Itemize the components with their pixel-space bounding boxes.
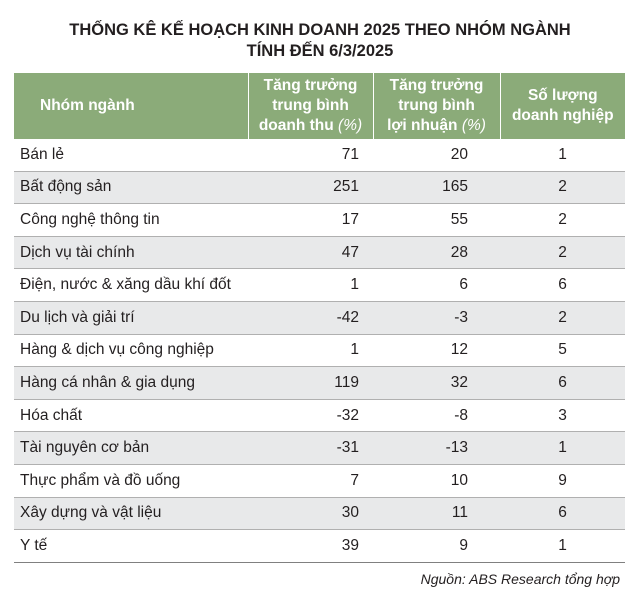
revenue-growth-value: 119	[248, 366, 373, 400]
company-count-value: 1	[500, 431, 625, 465]
profit-growth-value: 12	[373, 334, 500, 368]
sector-name: Xây dựng và vật liệu	[14, 497, 248, 531]
table-row: Bất động sản 251 165 2	[14, 171, 625, 205]
revenue-growth-value: 47	[248, 236, 373, 270]
table-row: Thực phẩm và đồ uống 7 10 9	[14, 464, 625, 498]
sector-name: Hóa chất	[14, 399, 248, 433]
revenue-growth-value: 1	[248, 268, 373, 302]
sector-name: Bất động sản	[14, 171, 248, 205]
title-line-2: TÍNH ĐẾN 6/3/2025	[246, 42, 394, 60]
company-count-value: 5	[500, 334, 625, 368]
sector-name: Hàng cá nhân & gia dụng	[14, 366, 248, 400]
table-row: Hóa chất -32 -8 3	[14, 399, 625, 433]
revenue-growth-value: 1	[248, 334, 373, 368]
table-row: Điện, nước & xăng dầu khí đốt 1 6 6	[14, 268, 625, 302]
revenue-growth-value: 71	[248, 139, 373, 172]
sector-name: Điện, nước & xăng dầu khí đốt	[14, 268, 248, 302]
header-profit-growth: Tăng trưởng trung bình lợi nhuận (%)	[372, 73, 500, 139]
revenue-growth-value: 17	[248, 203, 373, 237]
company-count-value: 2	[500, 301, 625, 335]
table-row: Hàng & dịch vụ công nghiệp 1 12 5	[14, 334, 625, 368]
header-profit-line-2: trung bình	[398, 97, 475, 114]
profit-growth-value: -8	[373, 399, 500, 433]
header-profit-line-3: lợi nhuận	[387, 117, 458, 134]
sector-name: Hàng & dịch vụ công nghiệp	[14, 334, 248, 368]
header-revenue-line-1: Tăng trưởng	[263, 77, 358, 94]
table-row: Xây dựng và vật liệu 30 11 6	[14, 497, 625, 531]
sector-name: Y tế	[14, 529, 248, 563]
table-row: Y tế 39 9 1	[14, 529, 625, 563]
revenue-growth-value: 7	[248, 464, 373, 498]
company-count-value: 3	[500, 399, 625, 433]
revenue-growth-value: -31	[248, 431, 373, 465]
company-count-value: 2	[500, 236, 625, 270]
sector-name: Dịch vụ tài chính	[14, 236, 248, 270]
profit-growth-value: -3	[373, 301, 500, 335]
header-revenue-growth: Tăng trưởng trung bình doanh thu (%)	[247, 73, 373, 139]
profit-growth-value: 28	[373, 236, 500, 270]
header-profit-unit: (%)	[461, 117, 486, 134]
header-profit-line-1: Tăng trưởng	[389, 77, 484, 94]
profit-growth-value: 165	[373, 171, 500, 205]
company-count-value: 6	[500, 268, 625, 302]
company-count-value: 9	[500, 464, 625, 498]
header-company-count: Số lượng doanh nghiệp	[499, 73, 625, 139]
sector-name: Tài nguyên cơ bản	[14, 431, 248, 465]
source-note: Nguồn: ABS Research tổng hợp	[420, 571, 620, 587]
company-count-value: 6	[500, 497, 625, 531]
revenue-growth-value: -42	[248, 301, 373, 335]
table-title: THỐNG KÊ KẾ HOẠCH KINH DOANH 2025 THEO N…	[0, 20, 640, 62]
sector-name: Bán lẻ	[14, 139, 248, 172]
title-line-1: THỐNG KÊ KẾ HOẠCH KINH DOANH 2025 THEO N…	[69, 21, 571, 39]
header-count-line-1: Số lượng	[527, 87, 598, 104]
profit-growth-value: 32	[373, 366, 500, 400]
table-row: Dịch vụ tài chính 47 28 2	[14, 236, 625, 270]
header-revenue-line-3: doanh thu	[258, 117, 334, 134]
table-row: Du lịch và giải trí -42 -3 2	[14, 301, 625, 335]
table-row: Bán lẻ 71 20 1	[14, 139, 625, 172]
header-sector: Nhóm ngành	[14, 73, 248, 139]
sector-name: Du lịch và giải trí	[14, 301, 248, 335]
profit-growth-value: 11	[373, 497, 500, 531]
header-revenue-unit: (%)	[338, 117, 363, 134]
company-count-value: 1	[500, 529, 625, 563]
company-count-value: 2	[500, 171, 625, 205]
table-row: Hàng cá nhân & gia dụng 119 32 6	[14, 366, 625, 400]
revenue-growth-value: 39	[248, 529, 373, 563]
table-row: Công nghệ thông tin 17 55 2	[14, 203, 625, 237]
sector-name: Thực phẩm và đồ uống	[14, 464, 248, 498]
sector-plan-table: Nhóm ngành Tăng trưởng trung bình doanh …	[14, 73, 625, 563]
header-revenue-line-2: trung bình	[272, 97, 349, 114]
profit-growth-value: 20	[373, 139, 500, 172]
profit-growth-value: 6	[373, 268, 500, 302]
profit-growth-value: 10	[373, 464, 500, 498]
revenue-growth-value: 30	[248, 497, 373, 531]
table-row: Tài nguyên cơ bản -31 -13 1	[14, 431, 625, 465]
profit-growth-value: 55	[373, 203, 500, 237]
header-row: Nhóm ngành Tăng trưởng trung bình doanh …	[14, 73, 625, 139]
revenue-growth-value: -32	[248, 399, 373, 433]
revenue-growth-value: 251	[248, 171, 373, 205]
company-count-value: 1	[500, 139, 625, 172]
sector-name: Công nghệ thông tin	[14, 203, 248, 237]
profit-growth-value: -13	[373, 431, 500, 465]
header-count-line-2: doanh nghiệp	[511, 107, 614, 124]
profit-growth-value: 9	[373, 529, 500, 563]
company-count-value: 2	[500, 203, 625, 237]
company-count-value: 6	[500, 366, 625, 400]
